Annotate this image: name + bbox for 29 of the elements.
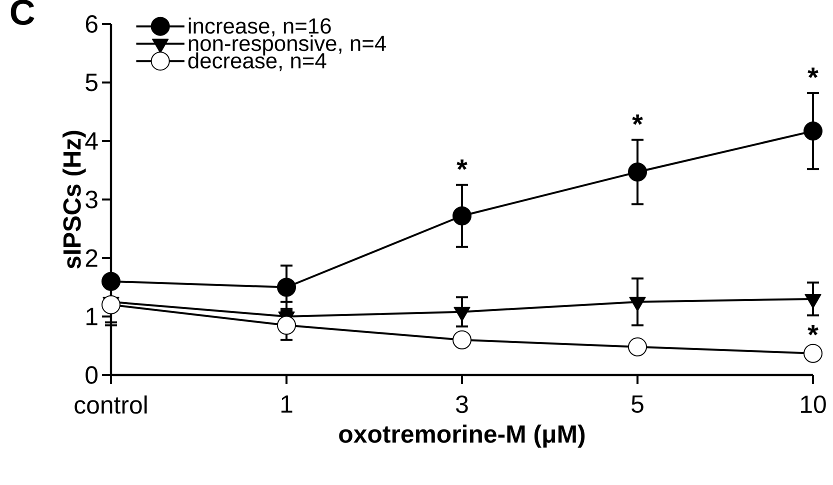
point [102, 272, 120, 291]
x-axis-title: oxotremorine-M (μM) [339, 424, 585, 448]
annotation: * [808, 68, 818, 78]
x-tick-label: 10 [801, 395, 826, 414]
point [102, 295, 120, 314]
y-axis-title: sIPSCs (Hz) [62, 130, 86, 269]
point [277, 278, 296, 297]
point [628, 337, 648, 356]
x-tick-label: 1 [281, 395, 292, 413]
legend-label: increase, n=16 [188, 18, 331, 36]
point [452, 330, 472, 350]
point [804, 122, 823, 141]
annotation: * [808, 324, 818, 336]
text: C [10, 0, 34, 26]
annotation: * [456, 159, 468, 170]
x-tick-label: control [74, 395, 147, 414]
y-tick-label: 4 [85, 132, 98, 150]
point [277, 316, 296, 335]
x-tick-label: 3 [456, 395, 468, 414]
y-tick-label: 2 [86, 249, 98, 267]
y-tick-label: 6 [86, 15, 98, 33]
annotation: * [632, 114, 643, 125]
y-tick-label: 3 [86, 190, 98, 208]
y-tick-label: 1 [86, 308, 98, 326]
y-tick-label: 0 [86, 366, 98, 384]
x-tick-label: 5 [632, 395, 644, 413]
y-tick-label: 5 [86, 74, 98, 92]
point [628, 162, 648, 182]
point [452, 206, 472, 226]
